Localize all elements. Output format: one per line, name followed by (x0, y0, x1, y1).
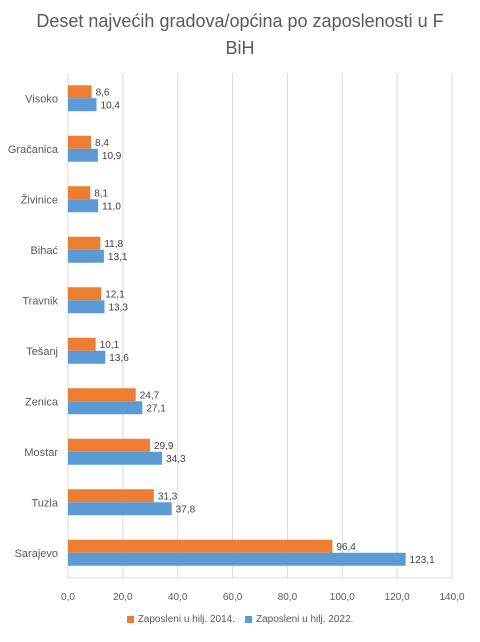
bar-2014 (68, 135, 92, 149)
data-label: 11,8 (104, 239, 123, 250)
bar-2022 (68, 502, 172, 516)
data-label: 27,1 (146, 403, 166, 414)
data-label: 8,1 (94, 188, 108, 199)
legend-swatch-2022 (245, 616, 252, 623)
x-tick-label: 80,0 (278, 592, 298, 603)
legend-label-2014: Zaposleni u hilj. 2014. (137, 614, 235, 625)
bar-2022 (68, 350, 106, 364)
data-label: 13,6 (109, 353, 129, 364)
x-tick-label: 60,0 (223, 592, 243, 603)
bar-2022 (68, 401, 143, 415)
data-label: 12,1 (105, 289, 125, 300)
bar-2022 (68, 552, 406, 566)
category-label: Visoko (25, 93, 58, 105)
chart-title: Deset najvećih gradova/općina po zaposle… (36, 11, 444, 58)
data-label: 8,6 (96, 87, 110, 98)
bar-2014 (68, 388, 136, 402)
data-label: 8,4 (95, 138, 109, 149)
bar-2014 (68, 539, 333, 553)
category-label: Zenica (25, 396, 59, 408)
data-label: 10,9 (102, 151, 122, 162)
bar-2022 (68, 300, 105, 314)
data-label: 10,1 (100, 340, 120, 351)
category-label: Tuzla (32, 497, 59, 509)
bar-2022 (68, 148, 98, 162)
bar-2014 (68, 489, 154, 503)
bar-2022 (68, 98, 97, 112)
data-label: 13,1 (108, 252, 128, 263)
data-label: 24,7 (140, 390, 160, 401)
legend-item-2014: Zaposleni u hilj. 2014. (126, 614, 235, 625)
bar-2014 (68, 186, 91, 200)
bar-2022 (68, 199, 99, 213)
x-tick-label: 0,0 (61, 592, 75, 603)
legend-label-2022: Zaposleni u hilj. 2022. (256, 614, 354, 625)
category-label: Bihać (30, 245, 58, 257)
bar-2022 (68, 451, 163, 465)
bar-2014 (68, 287, 102, 301)
data-label: 29,9 (154, 441, 174, 452)
category-label: Sarajevo (15, 548, 58, 560)
data-label: 11,0 (102, 201, 121, 212)
legend: Zaposleni u hilj. 2014. Zaposleni u hilj… (0, 614, 480, 625)
bar-2014 (68, 337, 96, 351)
x-tick-label: 120,0 (385, 592, 410, 603)
legend-item-2022: Zaposleni u hilj. 2022. (245, 614, 353, 625)
bar-2014 (68, 85, 92, 99)
x-tick-label: 140,0 (439, 592, 464, 603)
data-label: 123,1 (410, 555, 435, 566)
category-label: Živinice (21, 193, 58, 206)
category-label: Gračanica (8, 144, 59, 156)
x-tick-label: 100,0 (330, 592, 355, 603)
data-label: 37,8 (176, 504, 196, 515)
x-tick-label: 40,0 (168, 592, 188, 603)
data-label: 31,3 (158, 491, 178, 502)
data-label: 10,4 (101, 100, 121, 111)
x-tick-label: 20,0 (113, 592, 133, 603)
data-label: 34,3 (166, 454, 186, 465)
legend-swatch-2014 (126, 616, 134, 623)
category-label: Mostar (24, 447, 58, 459)
data-label: 13,3 (108, 302, 128, 313)
category-label: Tešanj (26, 346, 58, 358)
bar-2014 (68, 236, 101, 250)
bar-2022 (68, 249, 104, 263)
bar-2014 (68, 438, 151, 452)
data-label: 96,4 (336, 542, 356, 553)
category-label: Travnik (22, 295, 58, 307)
